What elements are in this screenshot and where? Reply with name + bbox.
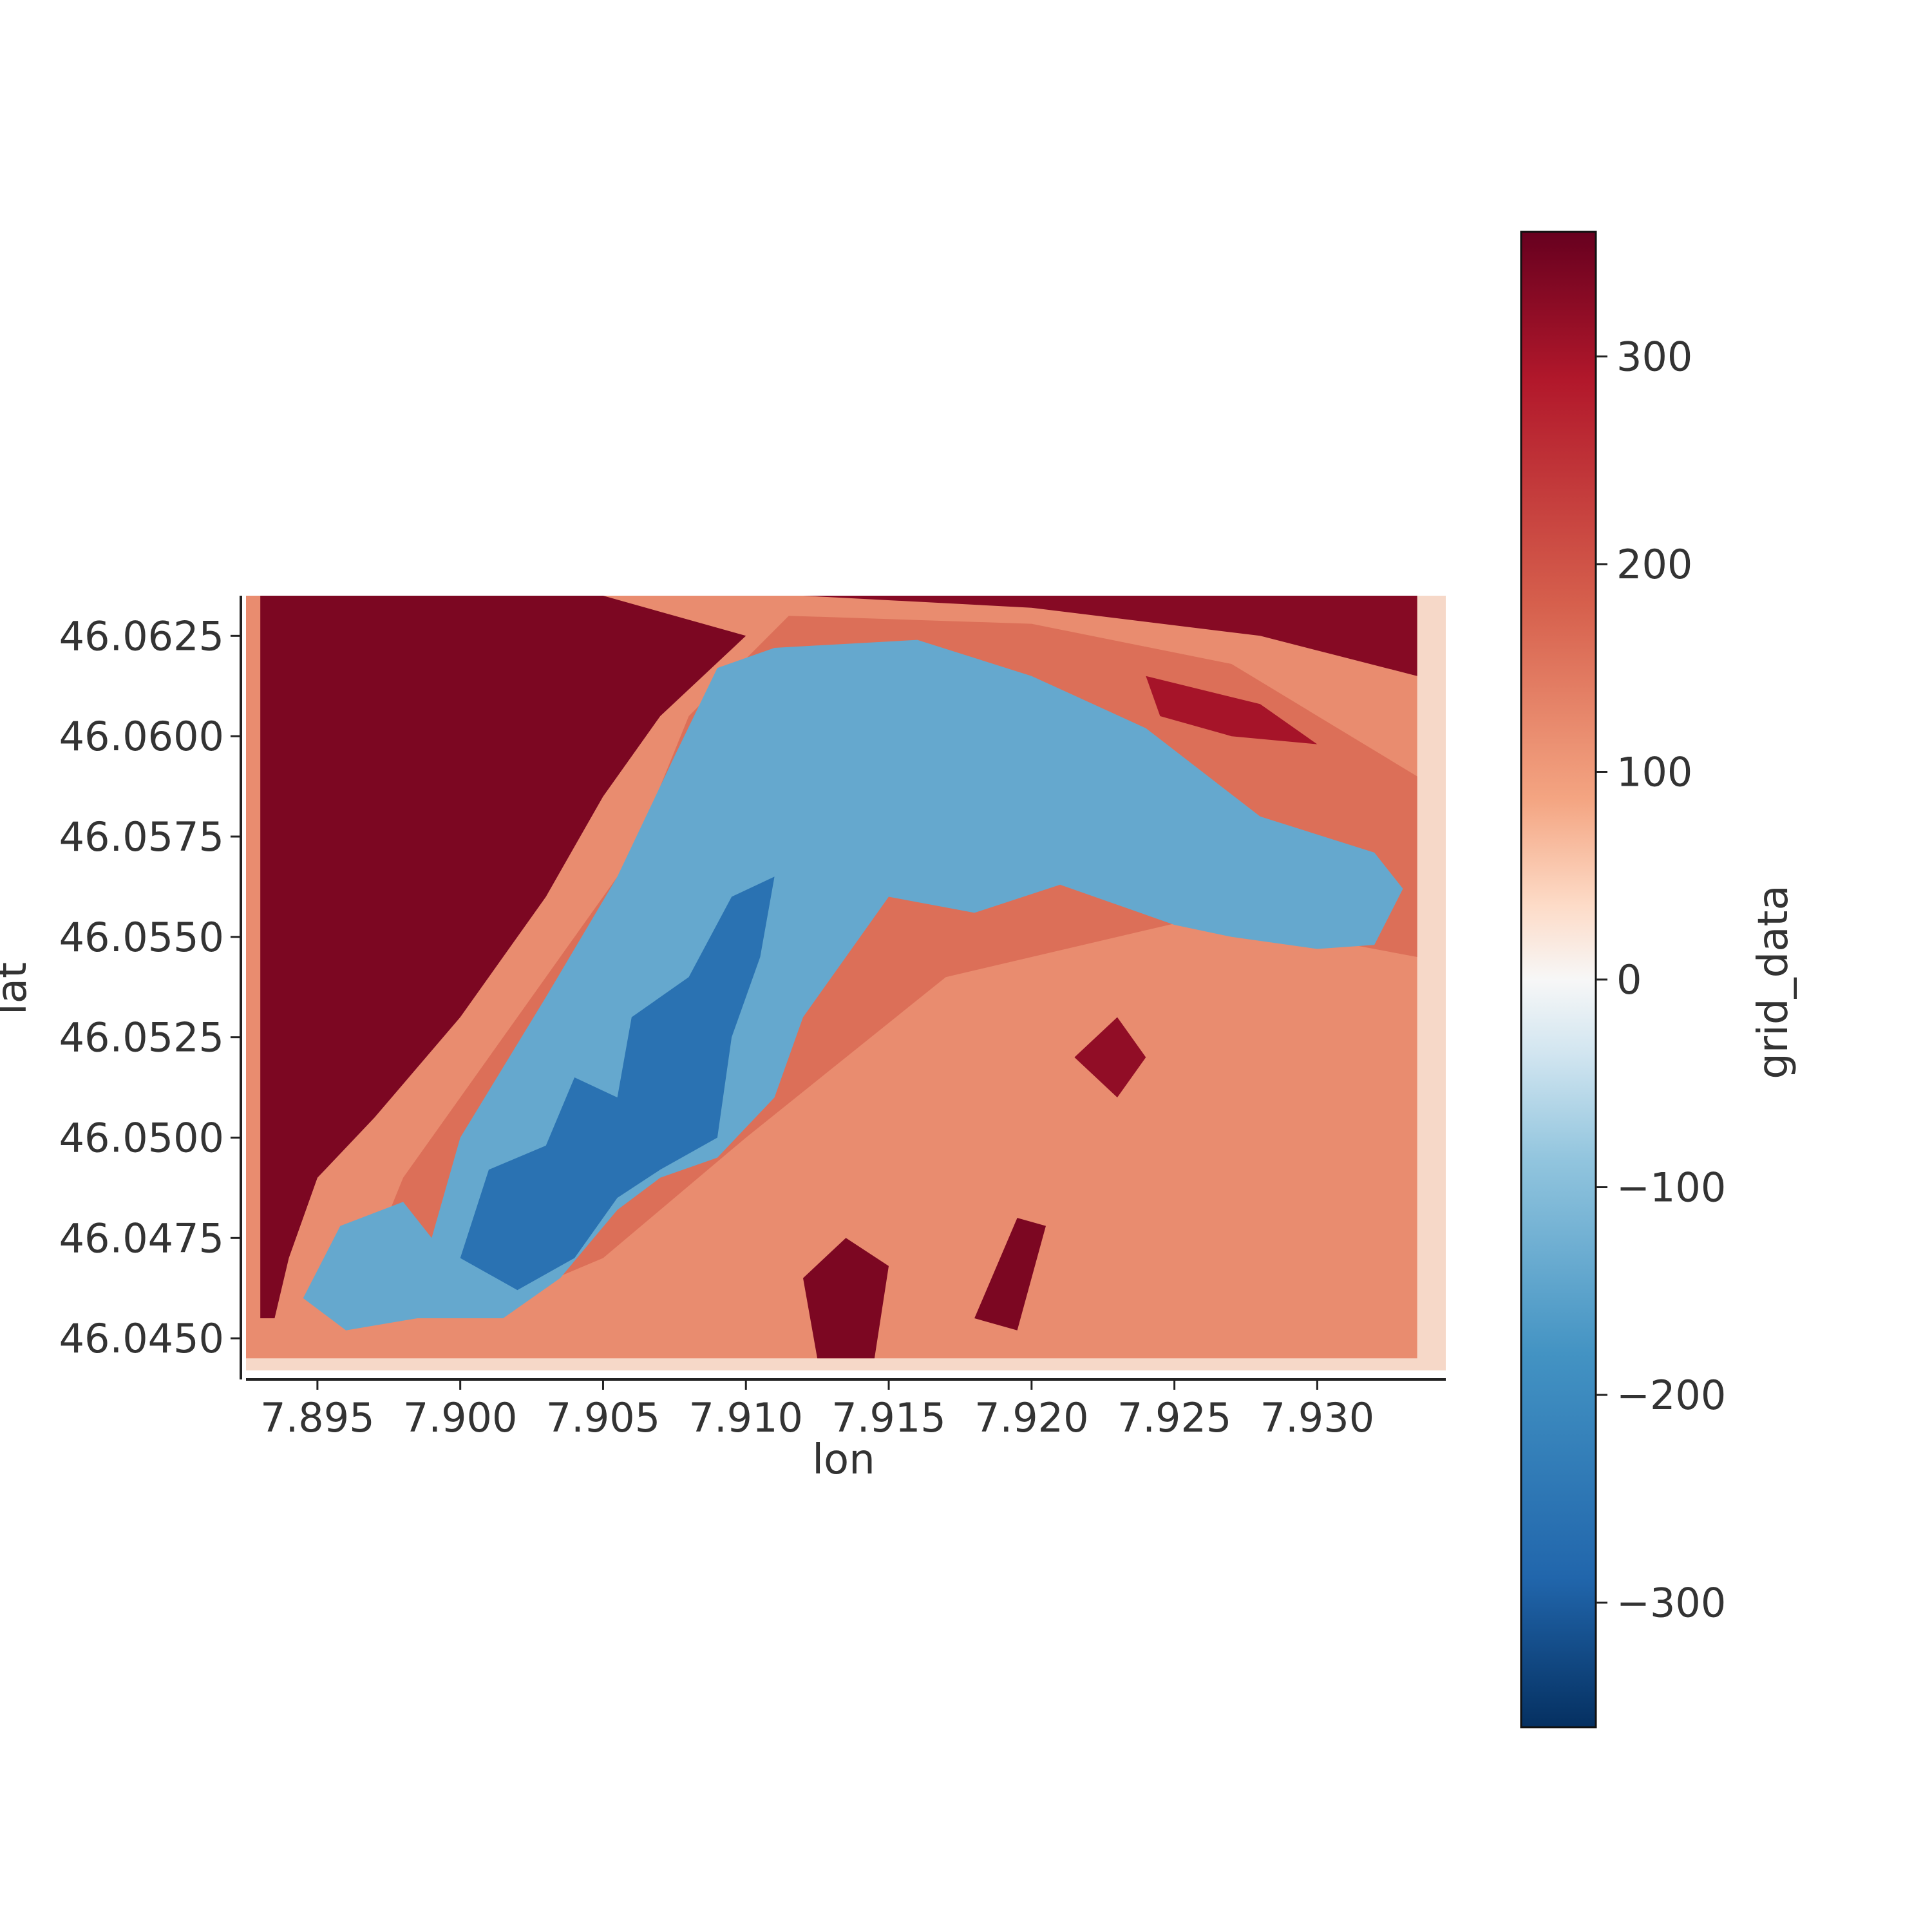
y-tick-label: 46.0625 xyxy=(59,612,224,659)
x-tick-label: 7.925 xyxy=(1117,1394,1232,1441)
x-tick-label: 7.915 xyxy=(831,1394,946,1441)
region-south-high-patch-2 xyxy=(974,1218,1046,1331)
x-tick-label: 7.910 xyxy=(689,1394,804,1441)
y-tick-label: 46.0550 xyxy=(59,914,224,961)
x-tick-label: 7.930 xyxy=(1260,1394,1375,1441)
x-tick-label: 7.900 xyxy=(403,1394,518,1441)
y-tick-label: 46.0500 xyxy=(59,1114,224,1161)
y-axis-ticks: 46.0450 46.0475 46.0500 46.0525 46.0550 46.05… xyxy=(59,612,241,1362)
colorbar-tick-label: −200 xyxy=(1616,1372,1726,1419)
region-mid-east-high-patch xyxy=(1074,1017,1146,1098)
y-tick-label: 46.0450 xyxy=(59,1315,224,1362)
colorbar-tick-label: −300 xyxy=(1616,1580,1726,1627)
region-glacier-low-core xyxy=(460,876,775,1291)
y-tick-label: 46.0600 xyxy=(59,713,224,760)
colorbar-tick-label: 200 xyxy=(1616,541,1692,588)
plot-area: 7.895 7.900 7.905 7.910 7.915 7.920 7.925 7.930… xyxy=(59,596,1446,1441)
x-axis-label: lon xyxy=(812,1436,875,1484)
y-tick-label: 46.0575 xyxy=(59,813,224,860)
colorbar-ticks: 300 200 100 0 −100 −200 −300 xyxy=(1596,334,1726,1627)
colorbar-tick-label: 100 xyxy=(1616,749,1692,796)
region-east-high-band xyxy=(1146,676,1318,744)
y-tick-label: 46.0525 xyxy=(59,1014,224,1061)
x-tick-label: 7.920 xyxy=(974,1394,1089,1441)
colorbar-gradient xyxy=(1520,231,1597,1728)
colorbar-tick-label: 0 xyxy=(1616,956,1642,1003)
region-north-west-high xyxy=(260,596,746,1318)
x-tick-label: 7.905 xyxy=(546,1394,661,1441)
heatmap-regions xyxy=(246,596,1417,1359)
region-south-high-patch-1 xyxy=(803,1238,889,1359)
x-tick-label: 7.895 xyxy=(260,1394,375,1441)
colorbar-tick-label: 300 xyxy=(1616,334,1692,381)
x-axis-ticks: 7.895 7.900 7.905 7.910 7.915 7.920 7.925 7.930 xyxy=(260,1379,1374,1441)
region-north-east-high xyxy=(803,596,1417,676)
y-axis-label: lat xyxy=(0,962,36,1015)
colorbar: 300 200 100 0 −100 −200 −300 grid_data xyxy=(1520,231,1797,1728)
colorbar-label: grid_data xyxy=(1750,885,1797,1079)
y-tick-label: 46.0475 xyxy=(59,1215,224,1262)
colorbar-tick-label: −100 xyxy=(1616,1164,1726,1211)
